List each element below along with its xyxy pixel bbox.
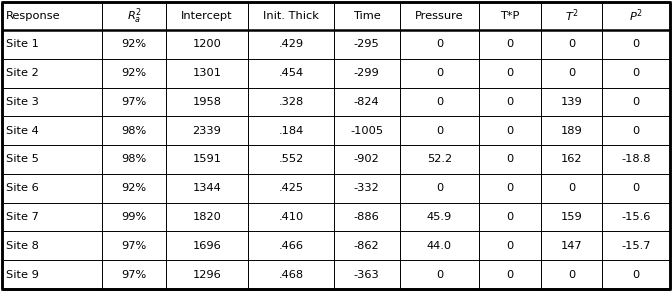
Text: Response: Response <box>6 11 60 21</box>
Text: -886: -886 <box>354 212 380 222</box>
Text: 97%: 97% <box>122 97 146 107</box>
Text: Site 1: Site 1 <box>6 39 39 49</box>
Text: 0: 0 <box>568 183 575 193</box>
Text: .429: .429 <box>278 39 304 49</box>
Text: Site 3: Site 3 <box>6 97 39 107</box>
Text: T*P: T*P <box>501 11 520 21</box>
Text: 97%: 97% <box>122 269 146 280</box>
Text: $R_a^2$: $R_a^2$ <box>127 6 142 26</box>
Text: 0: 0 <box>507 269 514 280</box>
Text: 0: 0 <box>632 39 640 49</box>
Text: 1344: 1344 <box>193 183 221 193</box>
Text: 1696: 1696 <box>193 241 221 251</box>
Text: 0: 0 <box>632 97 640 107</box>
Text: 92%: 92% <box>122 68 146 78</box>
Text: 0: 0 <box>436 68 443 78</box>
Text: -15.7: -15.7 <box>622 241 651 251</box>
Text: .552: .552 <box>278 155 304 164</box>
Text: -862: -862 <box>354 241 380 251</box>
Text: .328: .328 <box>278 97 304 107</box>
Text: 0: 0 <box>436 269 443 280</box>
Text: $P^2$: $P^2$ <box>629 8 643 24</box>
Text: 44.0: 44.0 <box>427 241 452 251</box>
Text: .454: .454 <box>278 68 304 78</box>
Text: 162: 162 <box>561 155 583 164</box>
Text: .468: .468 <box>278 269 304 280</box>
Text: 0: 0 <box>436 97 443 107</box>
Text: 1301: 1301 <box>192 68 221 78</box>
Text: Site 5: Site 5 <box>6 155 39 164</box>
Text: 92%: 92% <box>122 183 146 193</box>
Text: 0: 0 <box>507 212 514 222</box>
Text: 139: 139 <box>560 97 583 107</box>
Text: 98%: 98% <box>122 155 146 164</box>
Text: 45.9: 45.9 <box>427 212 452 222</box>
Text: -15.6: -15.6 <box>622 212 651 222</box>
Text: Init. Thick: Init. Thick <box>263 11 319 21</box>
Text: -363: -363 <box>354 269 380 280</box>
Text: 92%: 92% <box>122 39 146 49</box>
Text: 98%: 98% <box>122 126 146 136</box>
Text: 0: 0 <box>568 68 575 78</box>
Text: 0: 0 <box>568 39 575 49</box>
Text: -332: -332 <box>354 183 380 193</box>
Text: 52.2: 52.2 <box>427 155 452 164</box>
Text: Pressure: Pressure <box>415 11 464 21</box>
Text: -824: -824 <box>354 97 380 107</box>
Text: Site 7: Site 7 <box>6 212 39 222</box>
Text: 0: 0 <box>436 39 443 49</box>
Text: 0: 0 <box>436 126 443 136</box>
Text: 159: 159 <box>560 212 583 222</box>
Text: 1820: 1820 <box>192 212 221 222</box>
Text: -295: -295 <box>354 39 380 49</box>
Text: -902: -902 <box>354 155 380 164</box>
Text: 0: 0 <box>632 183 640 193</box>
Text: -18.8: -18.8 <box>622 155 651 164</box>
Text: 99%: 99% <box>122 212 146 222</box>
Text: .466: .466 <box>278 241 304 251</box>
Text: 0: 0 <box>507 39 514 49</box>
Text: 0: 0 <box>507 126 514 136</box>
Text: Site 6: Site 6 <box>6 183 39 193</box>
Text: Site 9: Site 9 <box>6 269 39 280</box>
Text: Time: Time <box>353 11 380 21</box>
Text: 0: 0 <box>436 183 443 193</box>
Text: 189: 189 <box>560 126 583 136</box>
Text: .184: .184 <box>278 126 304 136</box>
Text: 97%: 97% <box>122 241 146 251</box>
Text: 1591: 1591 <box>192 155 221 164</box>
Text: Site 2: Site 2 <box>6 68 39 78</box>
Text: 0: 0 <box>507 183 514 193</box>
Text: -1005: -1005 <box>350 126 383 136</box>
Text: .425: .425 <box>278 183 304 193</box>
Text: 2339: 2339 <box>192 126 221 136</box>
Text: 0: 0 <box>507 68 514 78</box>
Text: -299: -299 <box>354 68 380 78</box>
Text: 1200: 1200 <box>192 39 221 49</box>
Text: 0: 0 <box>632 68 640 78</box>
Text: .410: .410 <box>278 212 304 222</box>
Text: 0: 0 <box>507 97 514 107</box>
Text: $T^2$: $T^2$ <box>564 8 579 24</box>
Text: Intercept: Intercept <box>181 11 233 21</box>
Text: 0: 0 <box>568 269 575 280</box>
Text: 147: 147 <box>561 241 583 251</box>
Text: 0: 0 <box>632 269 640 280</box>
Text: 0: 0 <box>507 241 514 251</box>
Text: 0: 0 <box>507 155 514 164</box>
Text: 1958: 1958 <box>192 97 221 107</box>
Text: Site 8: Site 8 <box>6 241 39 251</box>
Text: 0: 0 <box>632 126 640 136</box>
Text: Site 4: Site 4 <box>6 126 39 136</box>
Text: 1296: 1296 <box>193 269 221 280</box>
